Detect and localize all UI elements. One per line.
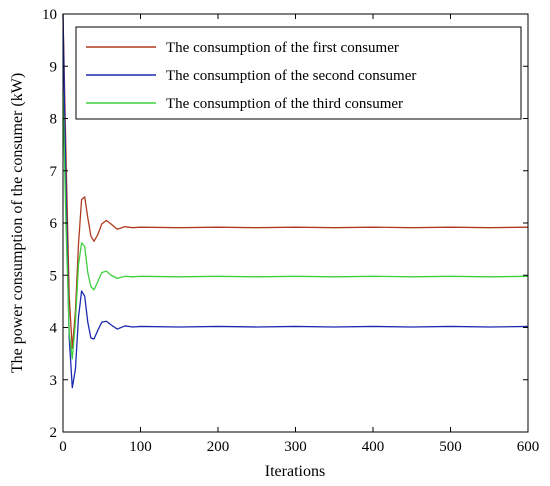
series-line-first-consumer [62, 13, 529, 350]
x-tick-label: 200 [207, 439, 230, 455]
x-tick-label: 100 [129, 439, 152, 455]
x-tick-label: 300 [284, 439, 307, 455]
series-layer [62, 13, 529, 389]
series-line-second-consumer [62, 13, 529, 389]
x-tick-label: 500 [439, 439, 462, 455]
y-tick-label: 8 [50, 112, 58, 128]
x-tick-label: 600 [517, 439, 540, 455]
legend-label-second-consumer: The consumption of the second consumer [166, 68, 416, 84]
y-tick-label: 6 [50, 216, 58, 232]
series-line-third-consumer [62, 92, 529, 360]
y-tick-label: 5 [50, 268, 58, 284]
y-tick-label: 3 [50, 373, 58, 389]
y-tick-label: 10 [42, 7, 57, 23]
y-tick-label: 4 [50, 321, 58, 337]
x-axis-title: Iterations [265, 463, 325, 480]
legend-label-third-consumer: The consumption of the third consumer [166, 96, 403, 112]
y-tick-label: 9 [50, 59, 58, 75]
x-tick-label: 0 [59, 439, 67, 455]
y-tick-label: 2 [50, 425, 58, 441]
plot-frame [62, 13, 529, 433]
tick-layer: 0 100 200 300 400 500 600 2 3 4 5 6 7 8 9 10 [42, 7, 539, 455]
legend: The consumption of the first consumer Th… [75, 26, 522, 120]
y-tick-label: 7 [50, 164, 58, 180]
legend-label-first-consumer: The consumption of the first consumer [166, 40, 399, 56]
y-axis-title: The power consumption of the consumer (k… [9, 73, 26, 373]
x-tick-label: 400 [362, 439, 385, 455]
